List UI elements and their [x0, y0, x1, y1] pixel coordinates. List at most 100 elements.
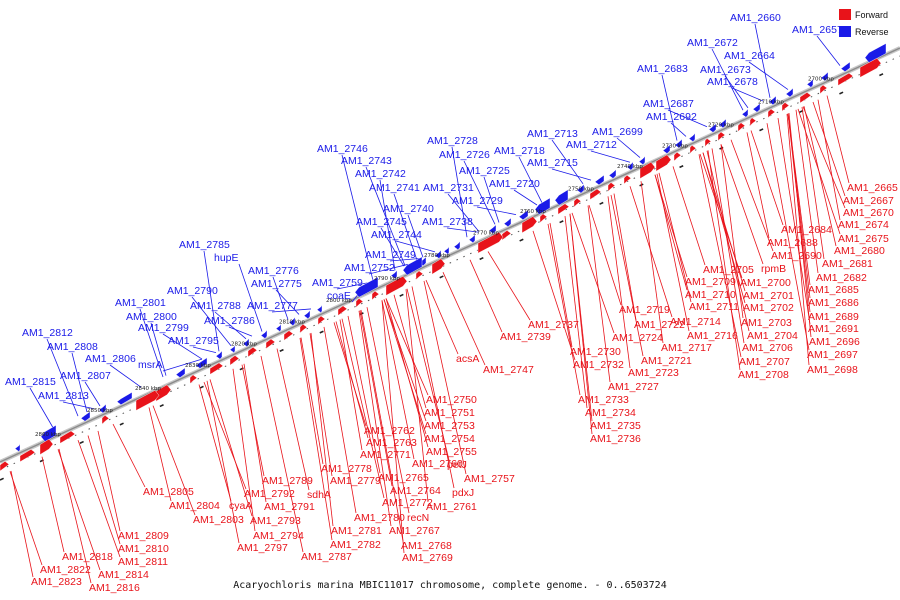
reverse-gene-label: AM1_2672	[687, 37, 738, 49]
forward-gene-label: AM1_2736	[590, 433, 641, 445]
leader-line-forward	[766, 123, 810, 351]
leader-line-reverse	[724, 75, 749, 109]
reverse-gene	[768, 95, 777, 106]
forward-gene-label: AM1_2739	[500, 331, 551, 343]
legend-reverse-label: Reverse	[855, 27, 889, 37]
leader-line-forward	[359, 310, 393, 487]
leader-line-forward	[198, 384, 232, 502]
leader-line-reverse	[451, 146, 468, 238]
reverse-gene	[288, 316, 296, 326]
forward-gene	[247, 346, 258, 358]
reverse-gene-label: AM1_2664	[724, 50, 775, 62]
leader-line-reverse	[748, 61, 789, 90]
reverse-gene	[434, 249, 442, 259]
reverse-gene-label: hupE	[214, 252, 239, 264]
tick-label: 2720 kbp	[708, 122, 734, 128]
leader-line-forward	[41, 456, 65, 553]
tick-label: 2790 kbp	[374, 276, 400, 282]
leader-line-forward	[58, 448, 92, 584]
leader-line-forward	[654, 174, 688, 291]
forward-gene-label: AM1_2686	[808, 297, 859, 309]
forward-gene	[0, 461, 10, 472]
reverse-gene	[195, 357, 208, 369]
leader-line-forward	[423, 280, 467, 475]
reverse-gene-label: AM1_2749	[365, 249, 416, 261]
leader-line-reverse	[446, 227, 479, 233]
forward-gene-label: AM1_2706	[742, 342, 793, 354]
forward-gene-label: AM1_2814	[98, 569, 149, 581]
reverse-gene-label: AM1_2657	[792, 24, 843, 36]
forward-gene	[371, 290, 380, 301]
tick-label: 2830 kbp	[185, 363, 211, 369]
leader-line-forward	[425, 279, 459, 355]
forward-gene-label: AM1_2763	[366, 437, 417, 449]
leader-line-reverse	[150, 322, 167, 376]
leader-line-reverse	[29, 387, 54, 428]
forward-gene-label: AM1_2778	[321, 463, 372, 475]
forward-gene-label: AM1_2709	[685, 276, 736, 288]
leader-line-forward	[299, 337, 333, 541]
reverse-gene-label: coaE	[327, 290, 351, 302]
forward-gene	[655, 154, 672, 172]
reverse-gene-label: AM1_2790	[167, 285, 218, 297]
forward-gene-label: AM1_2769	[402, 552, 453, 564]
forward-gene-label: AM1_2667	[843, 195, 894, 207]
forward-gene-label: AM1_2680	[834, 245, 885, 257]
forward-gene	[673, 151, 682, 162]
forward-gene-label: AM1_2779	[330, 475, 381, 487]
forward-gene	[557, 203, 570, 215]
leader-line-reverse	[670, 122, 687, 137]
reverse-gene	[116, 391, 133, 405]
leader-line-reverse	[754, 23, 771, 98]
leader-line-forward	[640, 181, 664, 344]
reverse-gene-label: AM1_2678	[707, 76, 758, 88]
forward-gene	[477, 231, 504, 254]
forward-gene-label: AM1_2710	[685, 289, 736, 301]
forward-gene-label: AM1_2771	[360, 449, 411, 461]
forward-gene-label: AM1_2733	[578, 394, 629, 406]
leader-line-forward	[243, 363, 267, 503]
forward-gene-label: AM1_2688	[767, 237, 818, 249]
reverse-gene-label: AM1_2777	[247, 300, 298, 312]
forward-gene	[501, 230, 512, 241]
leader-line-reverse	[389, 257, 422, 262]
leader-line-reverse	[336, 282, 369, 290]
leader-line-reverse	[368, 263, 409, 275]
forward-gene-label: AM1_2711	[689, 301, 739, 313]
forward-gene-label: AM1_2716	[687, 330, 738, 342]
leader-line-forward	[706, 150, 750, 332]
tick-label: 2780 kbp	[424, 253, 450, 259]
leader-line-forward	[385, 298, 429, 396]
forward-gene-label: AM1_2696	[809, 336, 860, 348]
leader-line-forward	[777, 118, 811, 325]
legend: Forward Reverse	[839, 9, 889, 37]
forward-gene	[639, 161, 656, 179]
forward-gene	[767, 108, 776, 119]
reverse-gene-label: AM1_2808	[47, 341, 98, 353]
leader-line-forward	[587, 205, 611, 383]
leader-line-forward	[629, 186, 673, 318]
forward-gene	[415, 270, 424, 281]
reverse-gene-label: AM1_2738	[422, 216, 473, 228]
forward-gene-label: AM1_2780	[354, 512, 405, 524]
forward-gene-label: AM1_2724	[612, 332, 663, 344]
tick-label: 2740 kbp	[617, 164, 643, 170]
forward-gene-label: AM1_2685	[808, 284, 859, 296]
leader-line-reverse	[191, 296, 232, 346]
reverse-gene	[864, 43, 887, 63]
leader-line-forward	[549, 222, 573, 348]
leader-line-reverse	[379, 179, 396, 271]
reverse-gene	[518, 209, 529, 221]
legend-forward-swatch	[839, 9, 851, 20]
reverse-gene-label: AM1_2806	[85, 353, 136, 365]
leader-line-forward	[730, 139, 774, 252]
leader-line-forward	[347, 315, 381, 474]
leader-line-reverse	[162, 333, 203, 360]
forward-gene-label: AM1_2681	[822, 258, 873, 270]
reverse-gene	[303, 309, 311, 319]
leader-line-forward	[310, 332, 334, 527]
leader-line-forward	[487, 251, 531, 321]
leader-line-forward	[801, 107, 825, 260]
forward-gene-label: recN	[407, 512, 429, 524]
reverse-gene	[443, 246, 450, 255]
